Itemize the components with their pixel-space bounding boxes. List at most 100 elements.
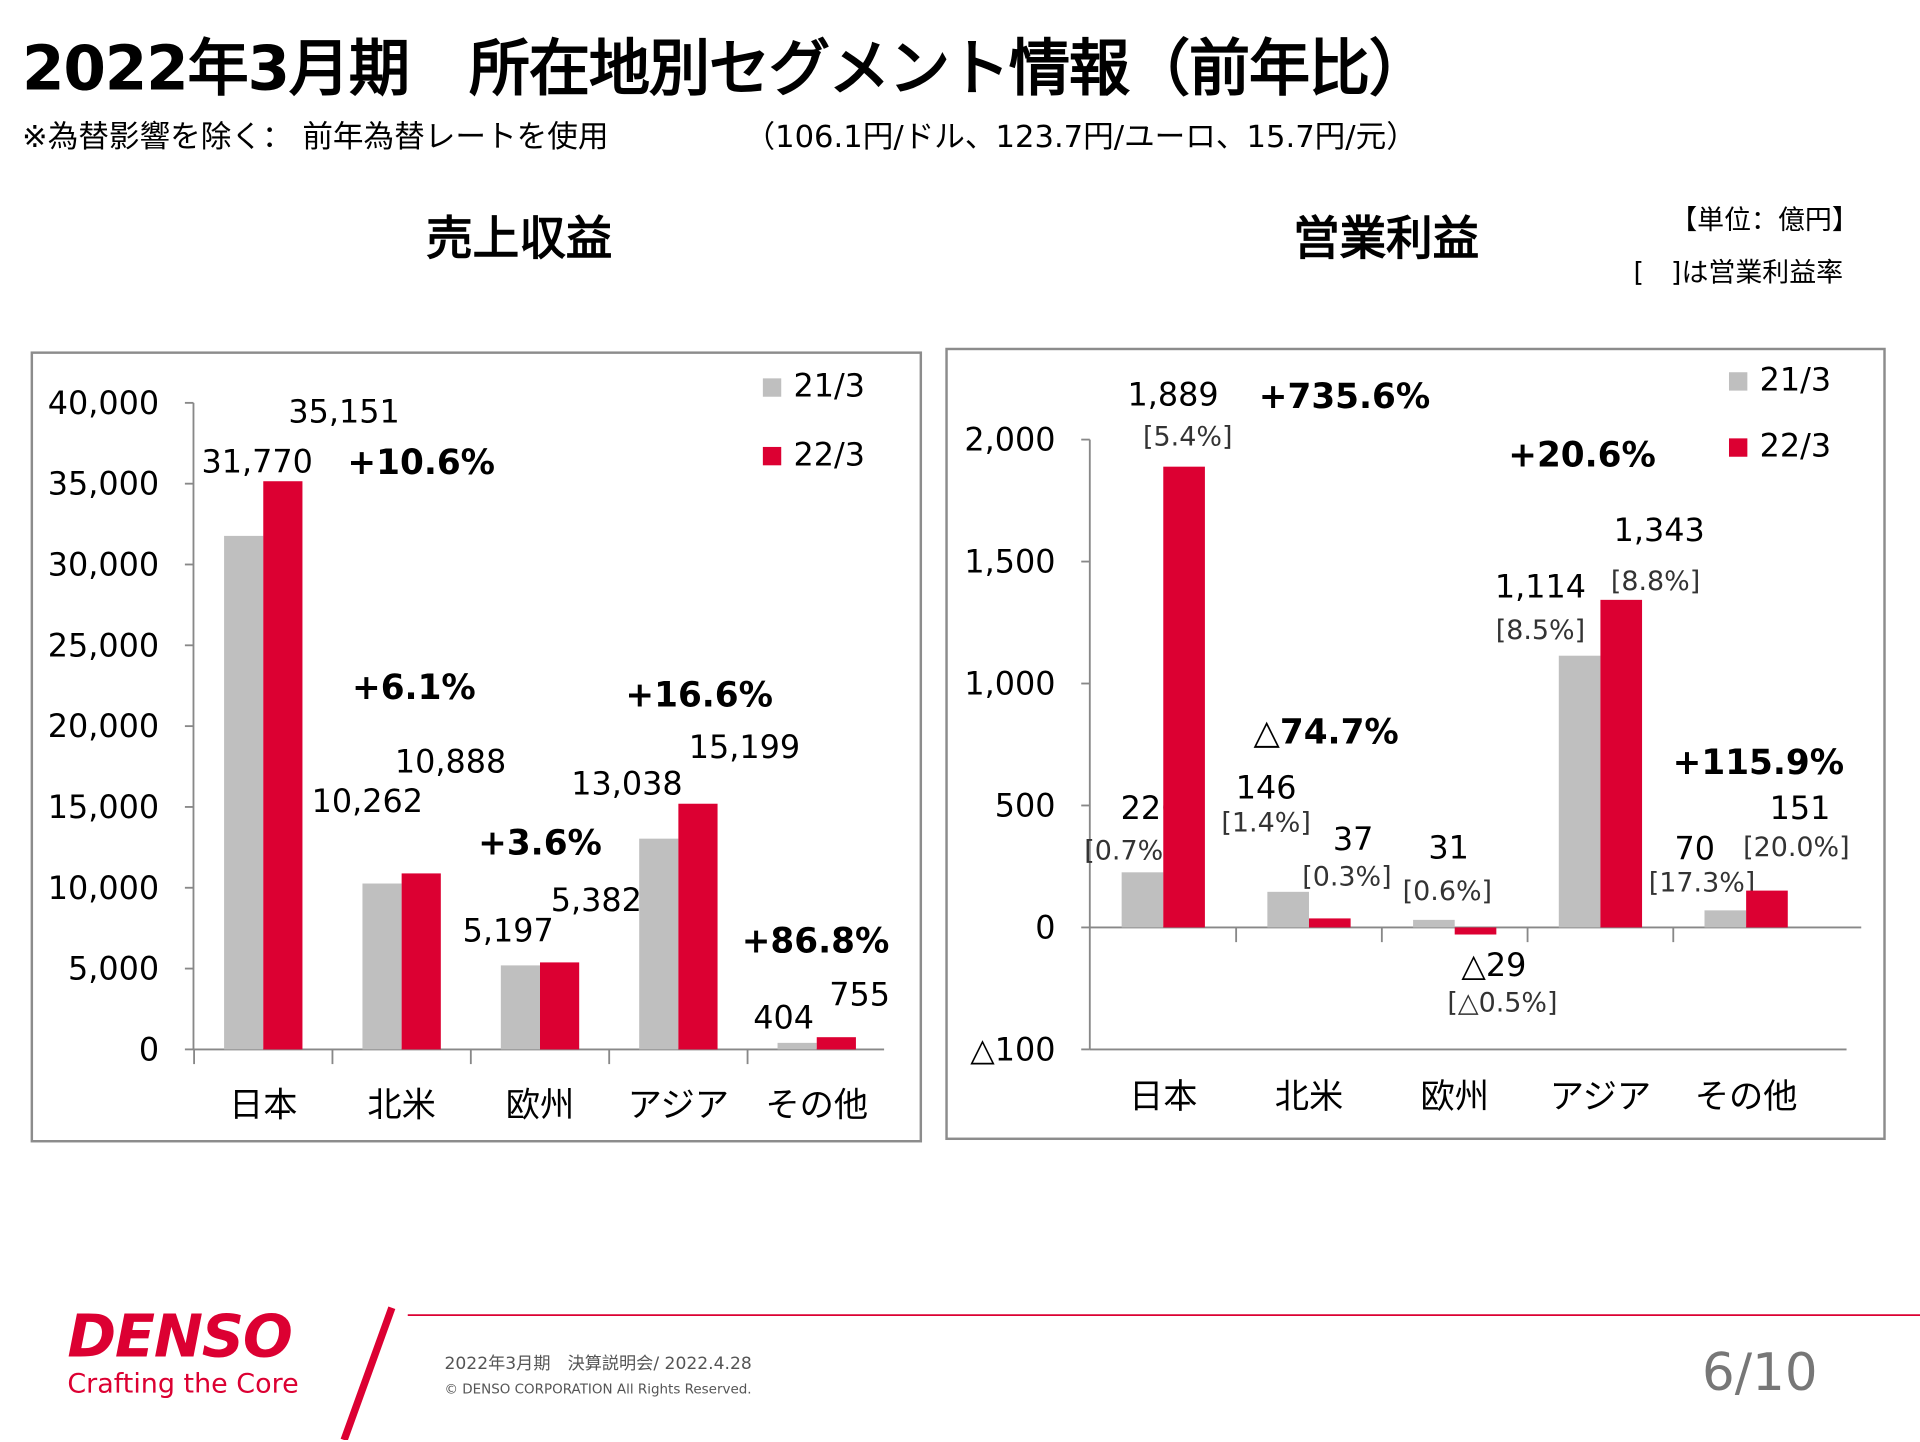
growth-label: +10.6% [347,443,495,483]
data-label: 10,888 [395,743,506,781]
y-tick-label: △100 [970,1030,1055,1068]
footer-event: 2022年3月期 決算説明会/ 2022.4.28 [444,1354,752,1374]
bar-22-3 [540,962,580,1050]
legend-label: 21/3 [1760,361,1831,399]
fx-note: ※為替影響を除く： 前年為替レートを使用 [22,118,609,155]
unit-label: 【単位：億円】 [1670,205,1859,237]
page-title: 2022年3月期 所在地別セグメント情報（前年比） [22,33,1430,105]
bar-21-3 [1267,891,1309,928]
bar-21-3 [500,965,541,1050]
bar-22-3 [1163,466,1205,928]
data-label: 404 [753,999,814,1037]
y-tick-label: 20,000 [48,707,159,745]
bar-21-3 [639,838,679,1050]
y-tick-label: 2,000 [964,421,1055,459]
data-label: 1,114 [1495,568,1586,606]
data-label: 1,889 [1128,375,1219,413]
bar-21-3 [362,883,402,1050]
data-label: 37 [1333,820,1374,858]
data-label: 146 [1236,768,1297,806]
legend-swatch [1728,438,1748,457]
y-tick-label: 0 [139,1030,159,1068]
legend-label: 21/3 [793,367,864,405]
legend-swatch [762,446,782,466]
category-label: 日本 [229,1086,298,1126]
data-label: 13,038 [571,765,682,803]
denso-logo: DENSO [67,1302,293,1372]
bar-22-3 [1600,599,1643,928]
y-tick-label: 500 [995,786,1056,824]
y-tick-label: 0 [1035,908,1055,946]
category-label: 欧州 [506,1086,575,1126]
page-number: 6/10 [1702,1342,1818,1403]
data-label: 755 [829,975,890,1013]
category-label: 欧州 [1420,1077,1489,1117]
footer-slash [340,1306,396,1441]
category-label: アジア [1550,1077,1651,1117]
y-tick-label: 25,000 [48,626,159,664]
margin-label: [1.4%] [1221,807,1310,838]
y-tick-label: 30,000 [48,546,159,584]
data-label: 15,199 [689,728,800,766]
bar-21-3 [224,535,264,1050]
margin-label: [20.0%] [1743,832,1850,863]
bar-22-3 [1454,927,1497,935]
margin-label: [8.5%] [1496,615,1585,646]
y-tick-label: 35,000 [48,465,159,503]
revenue-chart-frame [30,351,923,1143]
margin-label: [0.3%] [1302,861,1391,892]
data-label: 151 [1770,789,1831,827]
growth-label: +735.6% [1259,377,1430,417]
data-label: 5,382 [551,881,642,919]
category-label: 日本 [1129,1077,1198,1117]
category-label: その他 [765,1086,868,1126]
growth-label: +86.8% [742,922,890,962]
y-tick-label: 1,000 [964,665,1055,703]
margin-label: [0.6%] [1403,876,1492,907]
legend-label: 22/3 [793,435,864,473]
bar-22-3 [263,481,303,1050]
margin-label: [17.3%] [1649,867,1756,898]
revenue-chart-title: 売上収益 [426,211,613,266]
y-tick-label: 10,000 [48,869,159,907]
data-label: 5,197 [463,912,554,950]
bar-21-3 [1413,919,1455,928]
category-label: アジア [628,1086,729,1126]
bar-22-3 [678,803,718,1050]
category-label: 北米 [367,1086,436,1126]
data-label: △29 [1461,946,1526,984]
legend-swatch [1728,372,1748,391]
bar-22-3 [1746,890,1788,928]
category-label: 北米 [1275,1077,1344,1117]
data-label: 31,770 [201,443,312,481]
growth-label: +20.6% [1508,436,1656,476]
y-tick-label: 5,000 [68,950,159,988]
growth-label: △74.7% [1254,712,1399,752]
data-label: 70 [1674,830,1715,868]
fx-rates: （106.1円/ドル、123.7円/ユーロ、15.7円/元） [744,118,1417,155]
growth-label: +6.1% [352,668,476,708]
legend-label: 22/3 [1760,427,1831,465]
tagline: Crafting the Core [67,1368,299,1400]
growth-label: +3.6% [478,824,602,864]
margin-label: [5.4%] [1143,422,1232,453]
data-label: 1,343 [1614,511,1705,549]
data-label: 35,151 [288,392,399,430]
growth-label: +16.6% [625,676,773,716]
category-label: その他 [1695,1077,1798,1117]
y-tick-label: 1,500 [964,543,1055,581]
bar-21-3 [1704,910,1747,928]
margin-label: [0.7%] [1084,836,1173,867]
bar-21-3 [1121,872,1164,928]
legend-swatch [762,378,782,397]
bar-22-3 [1308,918,1351,928]
bar-21-3 [777,1042,817,1050]
y-tick-label: 15,000 [48,788,159,826]
data-label: 10,262 [312,782,423,820]
y-tick-label: 40,000 [48,384,159,422]
footer-copyright: © DENSO CORPORATION All Rights Reserved. [444,1381,752,1398]
bar-22-3 [401,873,441,1050]
